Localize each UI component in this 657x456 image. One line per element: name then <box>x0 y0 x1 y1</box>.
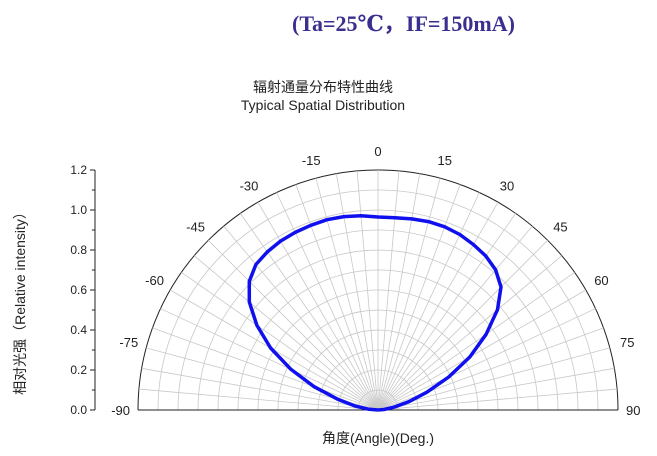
angle-tick-label: 0 <box>374 144 381 159</box>
grid-spoke <box>377 289 587 411</box>
grid-spoke <box>377 255 563 411</box>
grid-spoke <box>257 201 379 411</box>
y-tick-label: 0.2 <box>70 363 87 377</box>
chart-title-en: Typical Spatial Distribution <box>241 97 405 113</box>
chart-title-cn: 辐射通量分布特性曲线 <box>253 79 393 95</box>
angle-tick-label: -60 <box>145 273 164 288</box>
grid-spoke <box>377 327 604 411</box>
angle-tick-label: 60 <box>594 273 608 288</box>
grid-spoke <box>223 225 379 411</box>
grid-spoke <box>377 388 618 411</box>
test-conditions: (Ta=25℃，IF=150mA) <box>292 11 515 36</box>
radial-axis: 0.0 0.2 0.4 0.6 0.8 1.0 1.2 <box>70 163 96 417</box>
angle-tick-label: 15 <box>438 153 452 168</box>
y-tick-label: 0.0 <box>70 403 87 417</box>
grid-spoke <box>377 192 480 411</box>
grid-spoke <box>377 170 400 411</box>
series-group <box>247 213 503 412</box>
grid-spoke <box>377 201 499 411</box>
grid-spoke <box>181 272 379 411</box>
x-axis-label: 角度(Angle)(Deg.) <box>322 430 434 446</box>
grid-spoke <box>208 240 379 411</box>
grid-spoke <box>377 272 575 411</box>
grid-spoke <box>377 178 441 411</box>
grid-spoke <box>152 327 379 411</box>
angle-tick-label: 75 <box>620 335 634 350</box>
y-tick-label: 0.8 <box>70 243 87 257</box>
angle-tick-label: 90 <box>626 403 640 418</box>
grid-spoke <box>377 240 548 411</box>
angle-labels: -90 -75 -60 -45 -30 -15 0 15 30 45 60 75 90 <box>111 144 640 418</box>
series-line <box>247 213 503 412</box>
grid-spoke <box>335 173 379 411</box>
angle-tick-label: -15 <box>302 153 321 168</box>
grid-spoke <box>193 255 379 411</box>
grid-spoke <box>276 192 379 411</box>
angle-tick-label: -75 <box>119 335 138 350</box>
grid-spoke <box>141 367 379 411</box>
angle-tick-label: -90 <box>111 403 130 418</box>
y-tick-label: 1.2 <box>70 163 87 177</box>
y-tick-label: 0.4 <box>70 323 87 337</box>
grid-spoke <box>377 213 516 411</box>
grid-spoke <box>377 225 533 411</box>
grid-spoke <box>356 170 379 411</box>
grid-spoke <box>160 308 379 411</box>
grid-spoke <box>377 173 421 411</box>
y-tick-label: 0.6 <box>70 283 87 297</box>
angle-tick-label: 30 <box>500 179 514 194</box>
grid-spoke <box>315 178 379 411</box>
angle-tick-label: -30 <box>240 179 259 194</box>
y-axis-label: 相对光强（Relative intensity） <box>12 205 28 395</box>
polar-grid <box>137 169 619 411</box>
angle-tick-label: 45 <box>553 220 567 235</box>
grid-spoke <box>377 367 615 411</box>
grid-spoke <box>240 213 379 411</box>
grid-spoke <box>377 347 610 411</box>
grid-spoke <box>295 184 379 411</box>
grid-spoke <box>377 184 461 411</box>
grid-spoke <box>138 388 379 411</box>
y-tick-label: 1.0 <box>70 203 87 217</box>
angle-tick-label: -45 <box>186 220 205 235</box>
grid-spoke <box>377 308 596 411</box>
